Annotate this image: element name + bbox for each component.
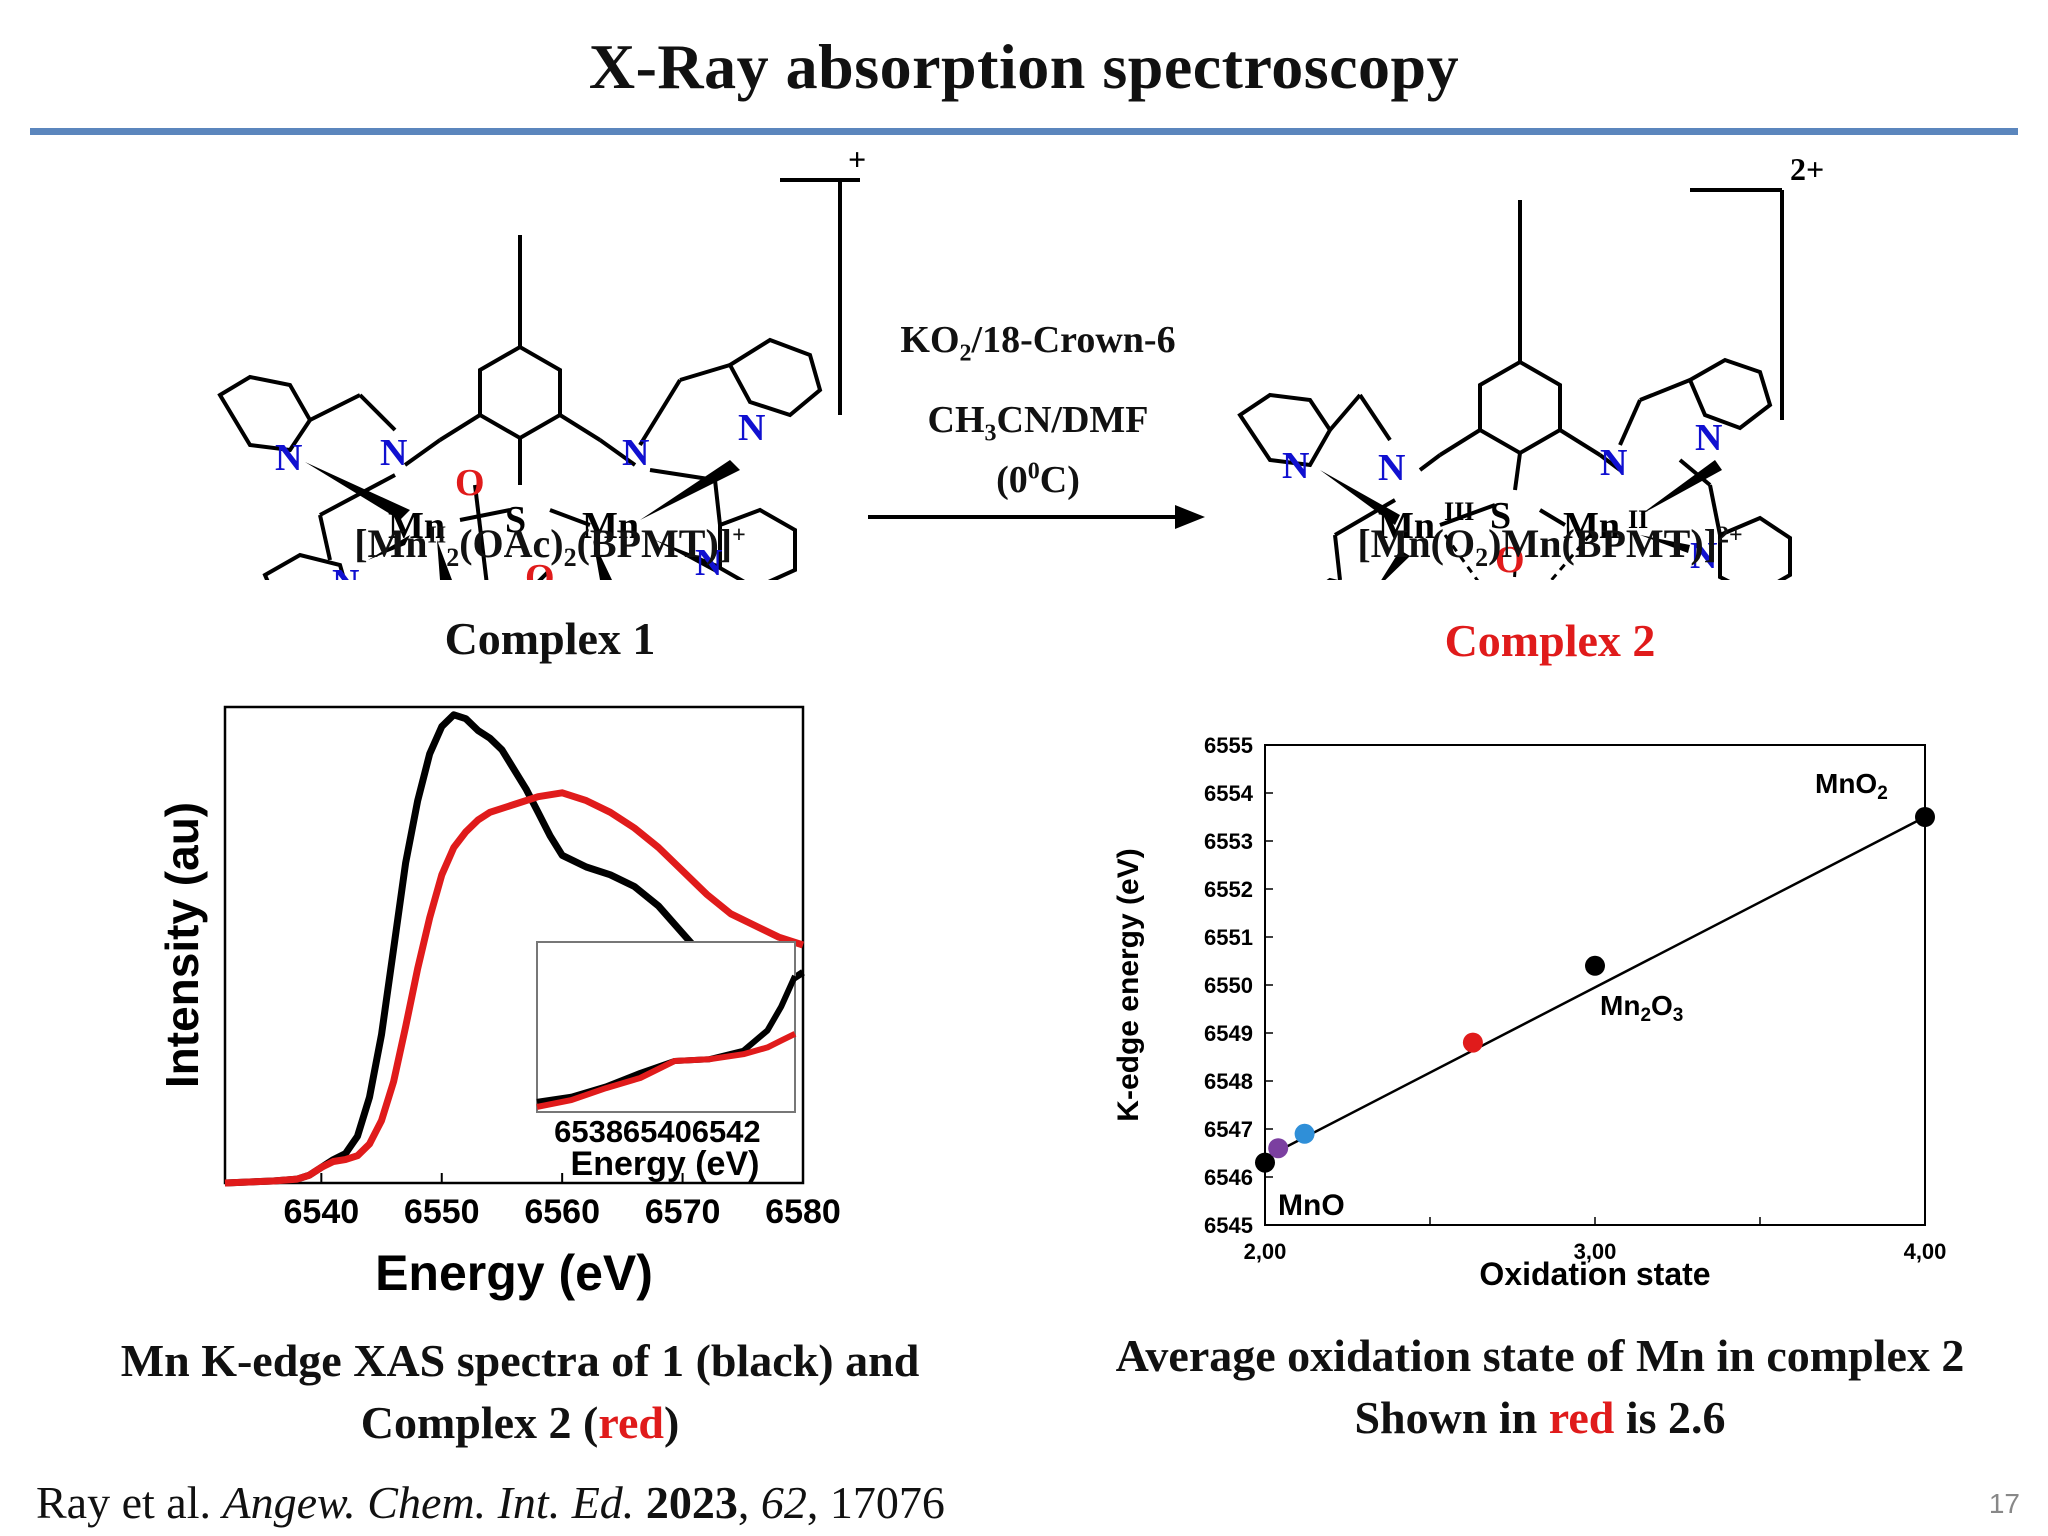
- ox-ytick-label: 6553: [1204, 829, 1253, 854]
- xas-tick-label: 6550: [404, 1193, 480, 1231]
- label-mno2: MnO2: [1815, 768, 1888, 804]
- complex2-formula: [Mn(O2)Mn(BPMT)]2+: [1357, 521, 1743, 572]
- inset-tick-label: 6542: [692, 1114, 761, 1149]
- ox-data-point-5: [1915, 807, 1935, 827]
- svg-text:Mn: Mn: [1563, 505, 1620, 547]
- xas-tick-label: 6570: [645, 1193, 721, 1231]
- inset-tick-label: 6540: [623, 1114, 692, 1149]
- svg-text:II: II: [1628, 505, 1648, 534]
- ox-y-ticks: 6545 6546 6547 6548 6549 6550 6551 6552 6553 6554…: [1204, 733, 1273, 1238]
- reaction-scheme: N N N N N N O O O O S Mn Mn +: [217, 141, 1824, 580]
- complex2-atoms: N N N N N N O O S Mn Mn III II 2+: [1282, 151, 1824, 580]
- slide-title: X-Ray absorption spectroscopy: [588, 31, 1460, 102]
- ox-ytick-label: 6546: [1204, 1165, 1253, 1190]
- svg-text:N: N: [1695, 417, 1722, 459]
- xas-x-ticks: 6540 6550 6560 6570 6580: [284, 1173, 841, 1231]
- svg-text:N: N: [380, 432, 407, 474]
- svg-text:O: O: [590, 577, 620, 580]
- svg-text:N: N: [622, 432, 649, 474]
- complex1-wedges: [305, 460, 740, 580]
- reagent-temperature: (00C): [996, 458, 1080, 501]
- right-caption: Average oxidation state of Mn in complex…: [1115, 1330, 1965, 1443]
- citation: Ray et al. Angew. Chem. Int. Ed. 2023, 6…: [36, 1477, 945, 1528]
- svg-text:O: O: [525, 557, 555, 580]
- ox-xtick-label: 2,00: [1244, 1239, 1287, 1264]
- svg-text:N: N: [738, 407, 765, 449]
- svg-text:+: +: [848, 141, 866, 177]
- xas-tick-label: 6540: [284, 1193, 360, 1231]
- title-divider: [30, 128, 2018, 135]
- xas-series-line-0: [224, 711, 805, 1187]
- ox-ytick-label: 6551: [1204, 925, 1253, 950]
- svg-text:Mn: Mn: [1378, 505, 1435, 547]
- ox-data-points: [1255, 807, 1935, 1173]
- ox-ytick-label: 6550: [1204, 973, 1253, 998]
- ox-data-point-0: [1255, 1152, 1275, 1173]
- left-caption: Mn K-edge XAS spectra of 1 (black) and C…: [120, 1335, 920, 1448]
- svg-text:N: N: [1378, 447, 1405, 489]
- page-number: 17: [1988, 1488, 2020, 1519]
- svg-text:N: N: [332, 562, 359, 580]
- ox-ytick-label: 6547: [1204, 1117, 1253, 1142]
- reaction-arrow: [868, 505, 1205, 529]
- complex1-label: Complex 1: [444, 613, 656, 664]
- svg-text:O: O: [1495, 539, 1525, 580]
- svg-text:N: N: [695, 542, 722, 580]
- ox-x-ticks: 2,00 3,00 4,00: [1244, 1217, 1947, 1264]
- inset-series-line-1: [536, 1031, 797, 1110]
- svg-text:O: O: [455, 462, 485, 504]
- ox-data-point-3: [1462, 1032, 1483, 1053]
- inset-frame: [536, 941, 796, 1113]
- svg-text:S: S: [505, 499, 526, 541]
- reagent-top: KO2/18-Crown-6: [900, 319, 1176, 367]
- reagent-solvent: CH3CN/DMF: [927, 399, 1149, 447]
- ox-ytick-label: 6552: [1204, 877, 1253, 902]
- ox-xtick-label: 3,00: [1574, 1239, 1617, 1264]
- svg-text:O: O: [428, 577, 458, 580]
- complex2-label: Complex 2: [1444, 615, 1656, 666]
- xas-tick-label: 6560: [524, 1193, 600, 1231]
- ox-ytick-label: 6549: [1204, 1021, 1253, 1046]
- ox-plot-frame: [1264, 744, 1926, 1226]
- ox-x-axis-label: Oxidation state: [1479, 1256, 1710, 1292]
- inset-x-ticks: 6538 6540 6542: [554, 1114, 761, 1149]
- xas-spectra-chart: 6540 6550 6560 6570 6580 6538 6540 6542 Energy…: [156, 705, 841, 1301]
- ox-ytick-label: 6548: [1204, 1069, 1253, 1094]
- svg-text:III: III: [1444, 497, 1474, 526]
- ox-fit-line: [1264, 815, 1926, 1159]
- label-mn2o3: Mn2O3: [1600, 990, 1683, 1026]
- complex1-formula: [MnII2(OAc)2(BPMT)]+: [354, 521, 746, 572]
- oxidation-state-chart: 6545 6546 6547 6548 6549 6550 6551 6552 6553 6554…: [1112, 733, 1947, 1292]
- ox-ytick-label: 6555: [1204, 733, 1253, 758]
- xas-series: [224, 711, 805, 1187]
- xas-y-axis-label: Intensity (au): [156, 802, 208, 1088]
- inset-x-axis-label: Energy (eV): [571, 1145, 760, 1183]
- ox-y-axis-label: K-edge energy (eV): [1112, 848, 1145, 1121]
- svg-text:Mn: Mn: [582, 505, 639, 547]
- svg-text:N: N: [275, 437, 302, 479]
- svg-text:N: N: [1600, 442, 1627, 484]
- svg-text:N: N: [1282, 445, 1309, 487]
- label-mno: MnO: [1278, 1189, 1345, 1222]
- xas-x-axis-label: Energy (eV): [375, 1245, 653, 1301]
- inset-tick-label: 6538: [554, 1114, 623, 1149]
- svg-text:S: S: [1490, 495, 1511, 537]
- svg-text:N: N: [1690, 535, 1717, 577]
- svg-text:Mn: Mn: [388, 505, 445, 547]
- ox-ytick-label: 6545: [1204, 1213, 1253, 1238]
- svg-text:2+: 2+: [1790, 151, 1824, 187]
- ox-xtick-label: 4,00: [1904, 1239, 1947, 1264]
- complex2-peroxo-bonds: [1443, 534, 1592, 580]
- xas-series-line-1: [224, 789, 805, 1187]
- complex2-wedges: [1320, 460, 1722, 580]
- xas-tick-label: 6580: [765, 1193, 841, 1231]
- ox-data-point-1: [1268, 1138, 1289, 1159]
- complex2-structure: [1237, 188, 1792, 580]
- inset-series: [536, 974, 798, 1110]
- ox-data-point-4: [1585, 955, 1605, 976]
- ox-ytick-label: 6554: [1204, 781, 1254, 806]
- ox-data-point-2: [1294, 1123, 1315, 1144]
- complex1-atoms: N N N N N N O O O O S Mn Mn +: [275, 141, 866, 580]
